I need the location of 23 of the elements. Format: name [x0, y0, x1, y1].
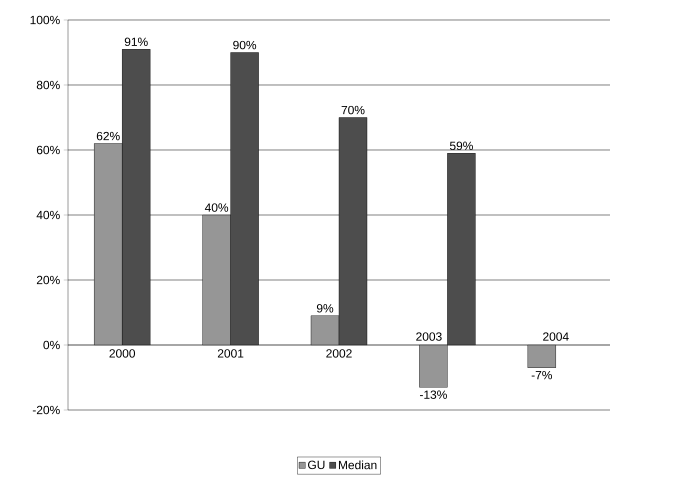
x-tick-label: 2001	[218, 349, 244, 358]
y-tick-label: 100%	[30, 16, 60, 24]
y-tick-label: 0%	[43, 340, 60, 350]
data-label: 9%	[316, 304, 334, 313]
x-tick-label: 2004	[543, 332, 569, 341]
x-tick-label: 2000	[109, 349, 136, 358]
x-tick-label: 2002	[326, 349, 352, 358]
legend-label: GU	[308, 460, 324, 470]
y-tick-label: -20%	[32, 406, 60, 414]
data-label: -13%	[420, 390, 447, 399]
y-tick-label: 20%	[36, 276, 60, 284]
y-tick-label: 40%	[36, 210, 60, 220]
data-label: 40%	[204, 203, 228, 212]
y-tick-label: 60%	[36, 146, 60, 154]
y-tick-label: 80%	[36, 80, 60, 90]
data-label: 59%	[450, 142, 473, 150]
legend-label: Median	[338, 460, 376, 470]
x-tick-label: 2003	[416, 332, 442, 341]
data-label: -7%	[532, 370, 552, 380]
data-label: 90%	[233, 40, 256, 50]
data-label: 62%	[96, 132, 120, 140]
data-label: 70%	[342, 106, 365, 114]
data-label: 91%	[124, 38, 148, 46]
